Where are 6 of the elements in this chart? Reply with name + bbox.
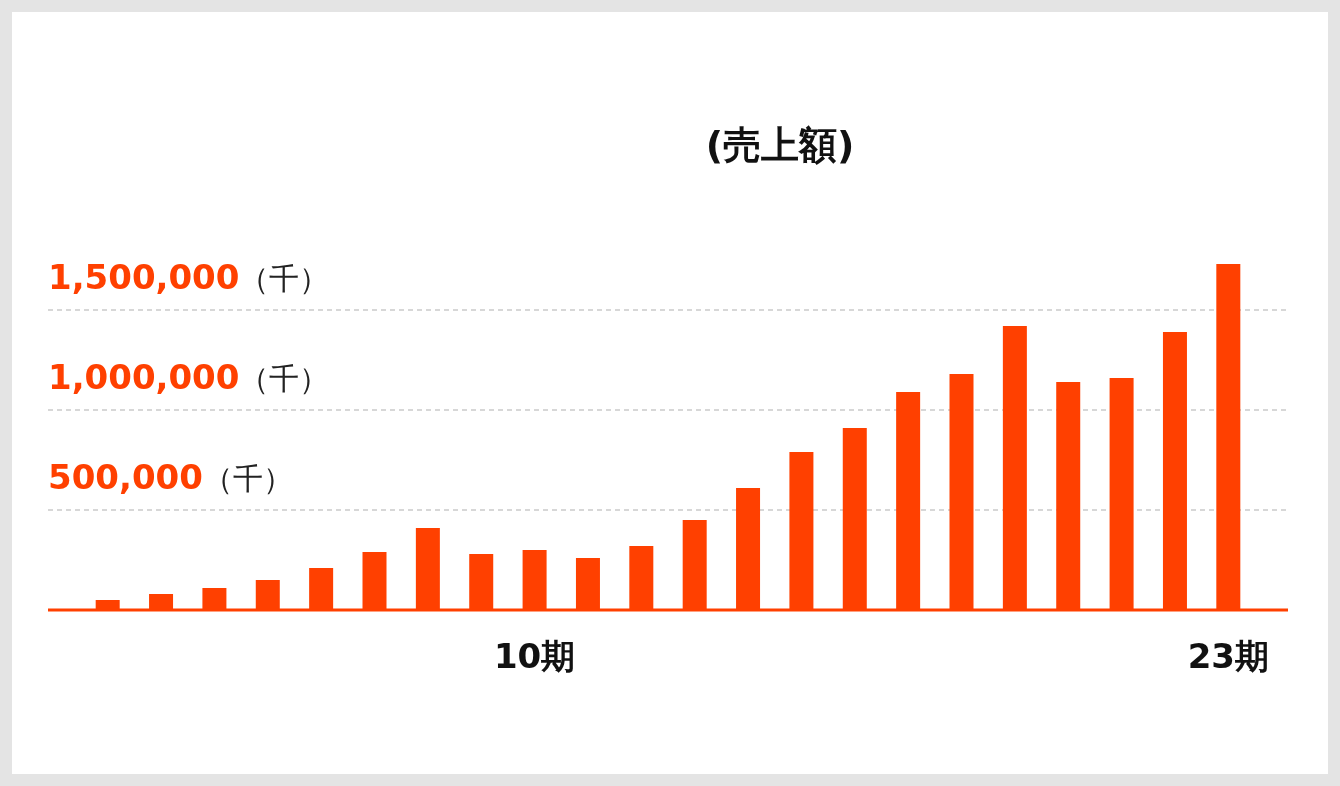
x-tick-label: 23期: [1187, 636, 1269, 676]
x-tick-label: 10期: [493, 636, 576, 676]
chart-title: (売上額): [705, 123, 855, 167]
y-tick-label: 500,000（千）: [48, 457, 293, 497]
y-tick-label: 1,000,000（千）: [48, 357, 330, 397]
y-tick-label: 1,500,000（千）: [48, 257, 330, 297]
